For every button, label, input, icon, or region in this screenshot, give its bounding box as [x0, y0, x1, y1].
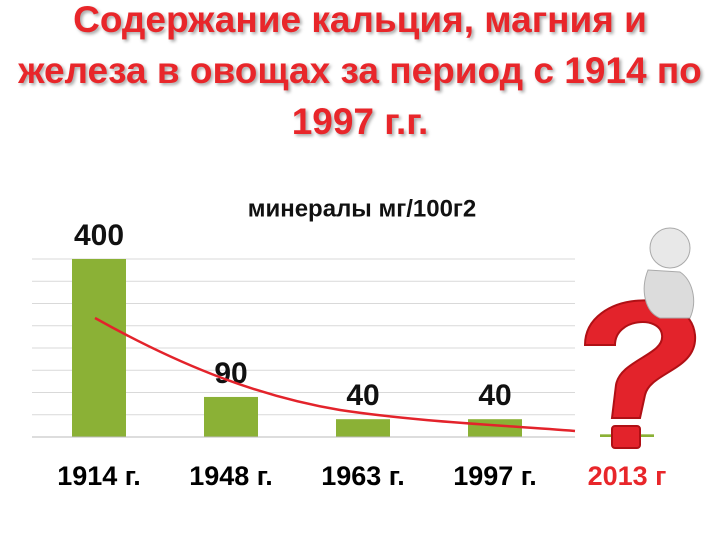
x-tick-label: 2013 г — [588, 461, 667, 491]
figure-body — [643, 269, 695, 319]
bar — [336, 419, 390, 437]
figure-head — [649, 227, 691, 269]
x-tick-label: 1914 г. — [57, 461, 141, 491]
x-tick-label: 1948 г. — [189, 461, 273, 491]
value-label: 400 — [74, 219, 124, 252]
x-tick-label: 1997 г. — [453, 461, 537, 491]
thinking-figure — [583, 227, 697, 449]
bar — [468, 419, 522, 437]
value-label: 40 — [478, 379, 511, 412]
value-label: 40 — [346, 379, 379, 412]
chart-subtitle: минералы мг/100г2 — [248, 195, 477, 222]
bar — [72, 259, 126, 437]
x-tick-label: 1963 г. — [321, 461, 405, 491]
trend-curve — [94, 316, 576, 433]
bar — [204, 396, 258, 437]
chart-title: Содержание кальция, магния и железа в ов… — [18, 0, 702, 142]
question-dot — [611, 425, 641, 449]
